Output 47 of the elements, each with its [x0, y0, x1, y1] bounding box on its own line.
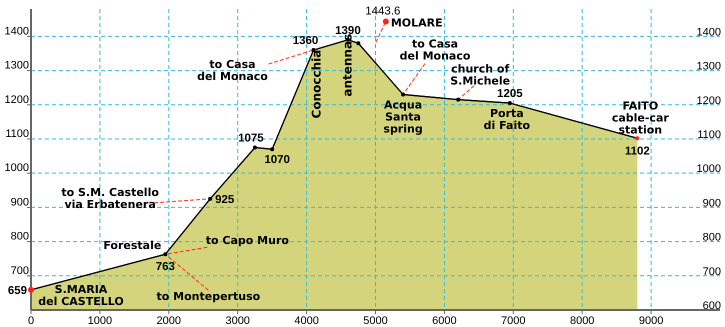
- y-tick-label: 800: [10, 230, 29, 243]
- y2-tick-label: 800: [702, 232, 721, 244]
- y-tick-label: 1000: [4, 162, 29, 174]
- annotation: Conocchia: [309, 50, 324, 118]
- annotation: to Montepertuso: [156, 290, 261, 304]
- annotation: FAITO cable-car station: [612, 99, 670, 136]
- y2-tick-label: 700: [702, 266, 721, 278]
- x-tick-label: 0: [28, 315, 34, 327]
- y2-tick-label: 1100: [697, 128, 721, 141]
- x-tick-label: 9000: [638, 315, 664, 327]
- data-label: 925: [215, 194, 235, 206]
- y2-tick-label: 1000: [696, 163, 721, 176]
- y2-tick-label: 1300: [696, 60, 721, 73]
- data-label: 1102: [624, 145, 650, 158]
- y-tick-label: 700: [10, 264, 29, 277]
- x-tick-label: 3000: [225, 315, 250, 327]
- y2-tick-label: 600: [702, 300, 721, 312]
- annotation: S.MARIA del CASTELLO: [38, 282, 124, 308]
- y2-tick-label: 900: [702, 197, 721, 210]
- data-label: 1205: [497, 88, 524, 100]
- annotation: antennas: [340, 34, 354, 97]
- y2-tick-label: 1200: [696, 94, 721, 107]
- data-label: 1443.6: [365, 5, 400, 18]
- data-label: 1360: [292, 35, 318, 48]
- data-label: 1075: [238, 132, 264, 145]
- y-tick-label: 1300: [4, 60, 29, 72]
- y-tick-label: 1100: [5, 128, 29, 140]
- x-tick-label: 7000: [501, 315, 526, 327]
- annotation: Acqua Santa spring: [383, 98, 423, 136]
- x-tick-label: 4000: [294, 315, 319, 327]
- data-label: 1070: [264, 154, 290, 166]
- y-tick-label: 900: [10, 196, 29, 208]
- x-tick-label: 6000: [432, 315, 457, 327]
- x-tick-label: 2000: [156, 315, 182, 327]
- x-tick-label: 1000: [88, 315, 112, 327]
- y-tick-label: 1400: [4, 25, 29, 38]
- data-label: 763: [156, 261, 175, 274]
- annotation: church of S.Michele: [450, 62, 510, 88]
- y-tick-label: 1200: [4, 94, 29, 106]
- x-tick-label: 8000: [570, 315, 594, 327]
- annotation: MOLARE: [390, 16, 443, 30]
- y2-tick-label: 1400: [696, 26, 721, 38]
- annotation: Porta di Faito: [484, 107, 530, 132]
- data-label: 659: [8, 284, 27, 297]
- x-tick-label: 5000: [363, 315, 388, 327]
- annotation: to Casa del Monaco: [197, 58, 268, 84]
- annotation: Forestale: [103, 239, 162, 252]
